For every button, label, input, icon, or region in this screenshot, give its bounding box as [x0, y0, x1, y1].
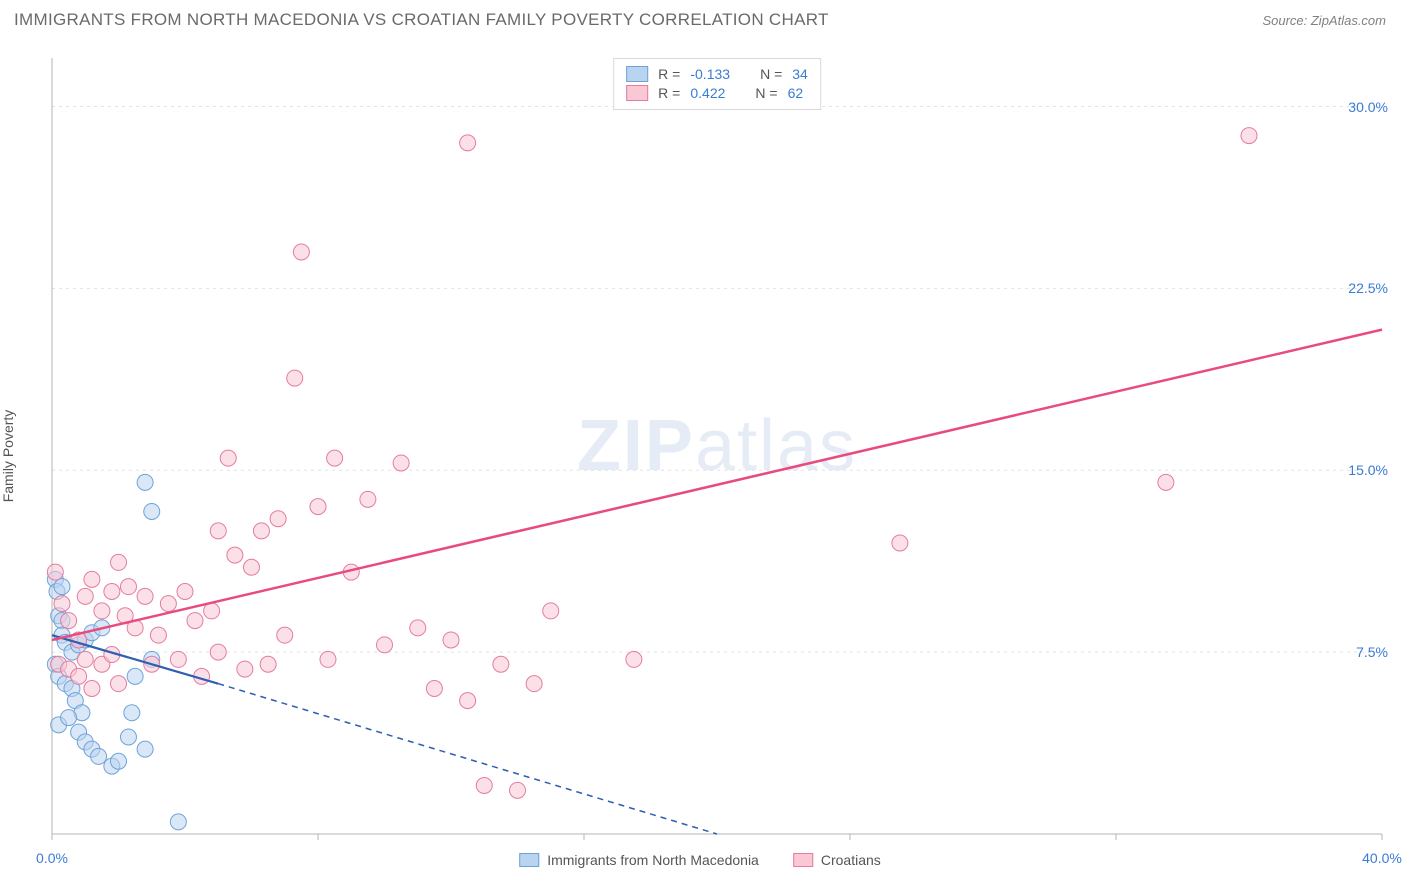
- legend-item-croatians: Croatians: [793, 852, 881, 868]
- plot-area: ZIPatlas R = -0.133 N = 34 R = 0.422 N =…: [52, 58, 1382, 834]
- n-label: N =: [760, 65, 782, 84]
- y-tick-label: 7.5%: [1356, 644, 1388, 660]
- legend-row-croatians: R = 0.422 N = 62: [626, 84, 808, 103]
- swatch-croatians: [626, 85, 648, 101]
- legend-item-macedonia: Immigrants from North Macedonia: [519, 852, 759, 868]
- r-label: R =: [658, 65, 680, 84]
- n-label: N =: [755, 84, 777, 103]
- chart-container: Family Poverty ZIPatlas R = -0.133 N = 3…: [14, 40, 1386, 872]
- r-label: R =: [658, 84, 680, 103]
- chart-title: IMMIGRANTS FROM NORTH MACEDONIA VS CROAT…: [14, 10, 829, 30]
- y-tick-label: 15.0%: [1348, 462, 1388, 478]
- source-attribution: Source: ZipAtlas.com: [1262, 13, 1386, 28]
- legend-label: Immigrants from North Macedonia: [547, 852, 759, 868]
- x-tick-label: 0.0%: [36, 850, 68, 866]
- header: IMMIGRANTS FROM NORTH MACEDONIA VS CROAT…: [0, 0, 1406, 36]
- n-value: 34: [792, 65, 808, 84]
- y-tick-label: 30.0%: [1348, 99, 1388, 115]
- swatch-croatians: [793, 853, 813, 867]
- swatch-macedonia: [519, 853, 539, 867]
- legend-row-macedonia: R = -0.133 N = 34: [626, 65, 808, 84]
- r-value: 0.422: [690, 84, 725, 103]
- legend-label: Croatians: [821, 852, 881, 868]
- source-name: ZipAtlas.com: [1311, 13, 1386, 28]
- swatch-macedonia: [626, 66, 648, 82]
- series-legend: Immigrants from North Macedonia Croatian…: [519, 852, 881, 868]
- y-tick-label: 22.5%: [1348, 280, 1388, 296]
- n-value: 62: [788, 84, 804, 103]
- source-prefix: Source:: [1262, 13, 1310, 28]
- correlation-legend: R = -0.133 N = 34 R = 0.422 N = 62: [613, 58, 821, 110]
- r-value: -0.133: [690, 65, 730, 84]
- chart-svg: [52, 58, 1382, 834]
- x-tick-label: 40.0%: [1362, 850, 1402, 866]
- y-axis-label: Family Poverty: [0, 410, 16, 503]
